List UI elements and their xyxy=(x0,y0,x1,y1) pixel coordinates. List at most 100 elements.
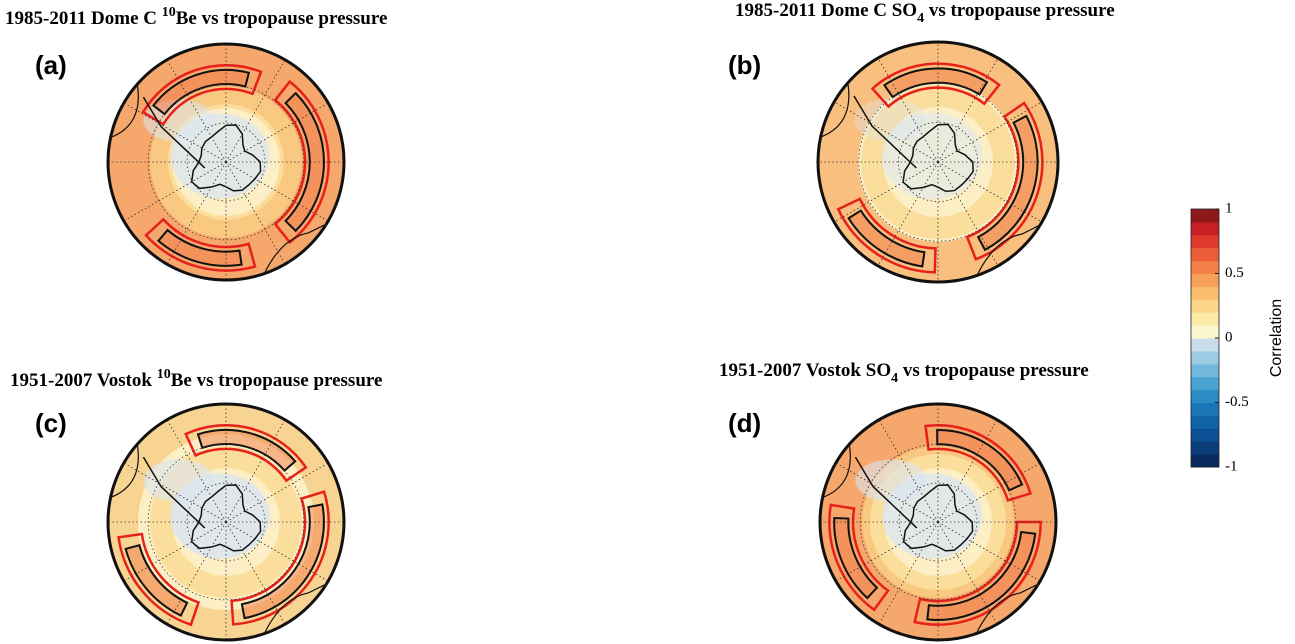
correlation-contour xyxy=(284,91,325,233)
graticule xyxy=(186,122,266,202)
colorbar-step xyxy=(1191,376,1219,391)
graticule xyxy=(858,82,1018,242)
graticule xyxy=(898,482,978,562)
correlation-band xyxy=(861,85,1015,239)
graticule xyxy=(147,443,305,601)
colorbar-step xyxy=(1191,221,1219,236)
graticule xyxy=(937,161,1043,223)
continent-coast xyxy=(973,215,1058,282)
correlation-low xyxy=(143,459,215,502)
graticule xyxy=(937,101,1043,163)
correlation-contour xyxy=(124,543,189,617)
title-part: 4 xyxy=(917,11,924,26)
correlation-contour xyxy=(847,209,926,268)
significance-contour xyxy=(141,64,263,127)
significance-contour xyxy=(836,197,937,274)
map-border xyxy=(106,402,346,642)
title-part: 1951-2007 Vostok xyxy=(10,370,157,391)
map-border xyxy=(816,40,1060,284)
peninsula-coast xyxy=(854,456,918,529)
continent-coast xyxy=(260,214,344,280)
colorbar-step xyxy=(1191,209,1219,223)
panel-title: 1985-2011 Dome C SO4 vs tropopause press… xyxy=(735,0,1115,26)
title-part: 1985-2011 Dome C xyxy=(5,8,162,29)
title-part: 1951-2007 Vostok SO xyxy=(719,360,891,381)
colorbar-step xyxy=(1191,286,1219,300)
peninsula-coast xyxy=(142,456,206,529)
graticule xyxy=(898,122,979,202)
graticule xyxy=(937,57,999,163)
colorbar-tick-label: -0.5 xyxy=(1225,394,1249,410)
colorbar-step xyxy=(1191,350,1219,365)
colorbar-tick-label: -1 xyxy=(1225,458,1238,474)
polar-map xyxy=(108,44,344,280)
correlation-contour xyxy=(240,503,325,620)
colorbar-tick-label: 0 xyxy=(1225,329,1233,345)
colorbar-step xyxy=(1191,402,1219,416)
colorbar-tick-label: 1 xyxy=(1225,200,1233,216)
graticule xyxy=(833,161,939,223)
title-part: Be vs tropopause pressure xyxy=(176,8,388,29)
significance-contour xyxy=(870,62,1001,109)
significance-contour xyxy=(144,217,257,272)
colorbar-step xyxy=(1191,273,1219,287)
colorbar-tick-label: 0.5 xyxy=(1225,265,1244,281)
continent-coast xyxy=(972,574,1056,640)
continent-coast xyxy=(260,574,344,640)
panel-label: (d) xyxy=(728,408,761,438)
correlation-low xyxy=(854,98,926,142)
correlation-low xyxy=(855,459,927,502)
correlation-contour xyxy=(156,228,243,267)
graticule xyxy=(833,101,939,163)
graticule xyxy=(877,57,939,163)
graticule xyxy=(937,161,999,267)
significance-contour xyxy=(924,424,1033,502)
colorbar-step xyxy=(1191,325,1219,339)
colorbar-label: Correlation xyxy=(1268,299,1285,377)
colorbar-step xyxy=(1191,299,1219,313)
significance-contour xyxy=(117,532,201,627)
colorbar-step xyxy=(1191,415,1219,429)
colorbar-step xyxy=(1191,260,1219,274)
polar-map xyxy=(108,404,344,640)
panel-label: (a) xyxy=(35,50,67,80)
polar-map xyxy=(818,42,1058,282)
graticule xyxy=(186,482,266,562)
significance-contour xyxy=(273,79,330,245)
significance-contour xyxy=(913,520,1042,626)
significance-contour xyxy=(828,503,890,612)
significance-contour xyxy=(184,424,308,483)
title-part: 1985-2011 Dome C SO xyxy=(735,0,917,21)
map-border xyxy=(818,402,1058,642)
title-part: vs tropopause pressure xyxy=(898,360,1089,381)
colorbar-step xyxy=(1191,234,1219,249)
colorbar-step xyxy=(1191,441,1219,455)
graticule xyxy=(877,161,939,267)
panel-title: 1951-2007 Vostok SO4 vs tropopause press… xyxy=(719,360,1089,386)
correlation-contour xyxy=(151,68,251,116)
colorbar-step xyxy=(1191,454,1219,468)
significance-contour xyxy=(230,490,330,626)
significance-contour xyxy=(965,101,1044,261)
correlation-contour xyxy=(833,516,879,600)
correlation-contour xyxy=(976,114,1039,252)
correlation-contour xyxy=(936,428,1024,492)
panel-label: (c) xyxy=(35,408,67,438)
title-part: 4 xyxy=(891,371,898,386)
correlation-contour xyxy=(196,428,297,473)
title-part: 10 xyxy=(162,5,176,20)
panel-title: 1951-2007 Vostok 10Be vs tropopause pres… xyxy=(10,367,382,391)
title-part: vs tropopause pressure xyxy=(924,0,1115,21)
title-part: Be vs tropopause pressure xyxy=(171,370,383,391)
colorbar-step xyxy=(1191,312,1219,326)
panel-title: 1985-2011 Dome C 10Be vs tropopause pres… xyxy=(5,5,387,29)
colorbar-step xyxy=(1191,247,1219,262)
polar-map xyxy=(820,404,1056,640)
panel-label: (b) xyxy=(728,50,761,80)
title-part: 10 xyxy=(157,367,171,382)
peninsula-coast xyxy=(853,95,917,169)
colorbar-step xyxy=(1191,363,1219,378)
colorbar-step xyxy=(1191,338,1219,352)
map-border xyxy=(106,42,346,282)
